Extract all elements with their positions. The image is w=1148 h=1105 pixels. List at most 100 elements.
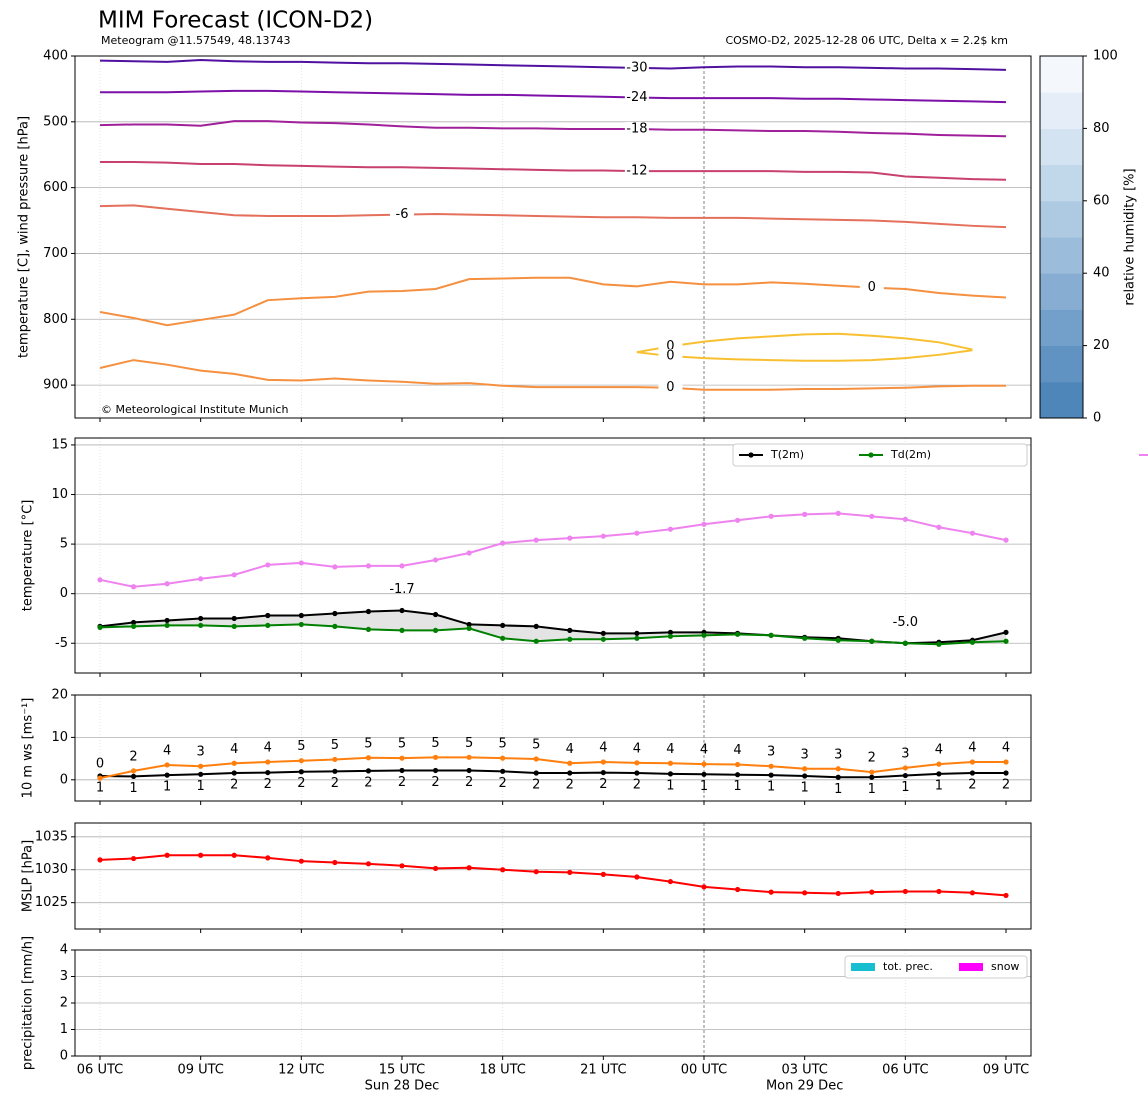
data-point xyxy=(365,755,372,761)
data-point xyxy=(701,884,707,890)
value-label: 2 xyxy=(968,778,976,793)
legend-swatch xyxy=(959,963,983,971)
data-point xyxy=(500,867,506,873)
x-tick-label: 18 UTC xyxy=(479,1063,525,1078)
data-point xyxy=(802,511,808,517)
y-tick-label: 0 xyxy=(60,1049,68,1064)
plot-area xyxy=(75,56,1031,418)
x-tick-label: 21 UTC xyxy=(580,1063,626,1078)
data-point xyxy=(701,761,707,767)
isotherm-label: -12 xyxy=(626,164,647,179)
colorbar-frame xyxy=(1039,55,1084,419)
isotherm-label: -24 xyxy=(626,90,647,105)
colorbar-tick-label: 40 xyxy=(1093,266,1110,281)
data-point xyxy=(231,615,237,622)
y-axis-label: temperature [°C] xyxy=(21,500,36,612)
data-point xyxy=(500,622,506,629)
data-point xyxy=(634,530,640,536)
data-point xyxy=(802,890,808,896)
isotherm-label: 0 xyxy=(666,349,674,364)
data-point xyxy=(533,770,539,776)
data-point xyxy=(701,771,707,777)
data-point xyxy=(969,759,976,765)
isotherm-label-bg xyxy=(624,60,649,75)
run-info: COSMO-D2, 2025-12-28 06 UTC, Delta x = 2… xyxy=(725,34,1008,47)
chart-subtitle: Meteogram @11.57549, 48.13743 xyxy=(101,34,291,47)
data-point xyxy=(500,540,506,546)
value-label: 1 xyxy=(96,780,104,795)
y-tick-label: 10 xyxy=(51,730,68,745)
data-point xyxy=(667,878,674,885)
data-point xyxy=(265,562,271,568)
value-label: 5 xyxy=(532,738,540,753)
series-line xyxy=(99,512,1007,588)
plot-area xyxy=(75,695,1031,801)
value-label: 1 xyxy=(801,780,809,795)
data-point xyxy=(164,617,170,624)
data-point xyxy=(130,584,137,590)
data-point xyxy=(466,754,472,760)
data-point xyxy=(164,622,170,629)
value-label: 1 xyxy=(666,778,674,793)
data-point xyxy=(533,756,539,762)
legend-box xyxy=(844,955,1028,979)
value-label: 5 xyxy=(499,737,507,752)
data-point xyxy=(466,767,472,774)
data-point xyxy=(97,857,103,863)
isotherm-label: 0 xyxy=(666,380,674,395)
data-point xyxy=(332,756,338,763)
data-point xyxy=(902,888,908,895)
colorbar-tick-label: 20 xyxy=(1093,338,1110,353)
plot-frame xyxy=(74,822,1032,930)
data-point xyxy=(198,615,204,622)
data-point xyxy=(869,889,875,895)
data-point xyxy=(600,769,606,776)
data-point xyxy=(332,768,338,774)
x-tick-label: 12 UTC xyxy=(278,1063,324,1078)
data-point xyxy=(265,612,271,619)
data-point xyxy=(902,772,908,779)
y-tick-label: 1030 xyxy=(35,862,68,877)
data-point xyxy=(198,622,204,629)
extreme-label: -1.7 xyxy=(389,582,414,597)
plot-frame xyxy=(74,437,1032,674)
value-label: 1 xyxy=(163,780,171,795)
legend-label: snow xyxy=(991,960,1019,973)
data-point xyxy=(500,755,506,761)
data-point xyxy=(365,861,372,867)
data-point xyxy=(869,769,875,775)
data-point xyxy=(1003,537,1009,543)
data-point xyxy=(600,636,606,642)
data-point xyxy=(298,560,304,566)
value-label: 2 xyxy=(599,777,607,792)
colorbar-band xyxy=(1040,56,1083,93)
data-point xyxy=(835,774,841,780)
data-point xyxy=(734,761,741,768)
data-point xyxy=(701,632,707,638)
data-point xyxy=(198,576,204,582)
data-point xyxy=(936,771,942,777)
data-point xyxy=(332,859,338,866)
data-point xyxy=(432,865,439,872)
data-point xyxy=(567,869,573,875)
data-point xyxy=(969,530,976,536)
isotherm-label: -30 xyxy=(626,60,647,75)
data-point xyxy=(902,516,908,522)
value-label: 1 xyxy=(935,778,943,793)
series-line xyxy=(99,623,1007,646)
data-point xyxy=(1003,629,1009,635)
data-point xyxy=(902,640,908,646)
data-point xyxy=(1003,770,1009,776)
isotherm-label-bg xyxy=(658,380,683,395)
y-tick-label: 5 xyxy=(60,537,68,552)
value-label: 2 xyxy=(1002,778,1010,793)
data-point xyxy=(634,770,640,776)
data-point xyxy=(265,759,271,765)
plot-frame xyxy=(74,694,1032,802)
data-point xyxy=(365,563,372,569)
value-label: 2 xyxy=(264,777,272,792)
y-tick-label: 4 xyxy=(60,943,68,958)
data-point xyxy=(802,635,808,641)
y-tick-label: 0 xyxy=(60,772,68,787)
colorbar-band xyxy=(1040,345,1083,383)
